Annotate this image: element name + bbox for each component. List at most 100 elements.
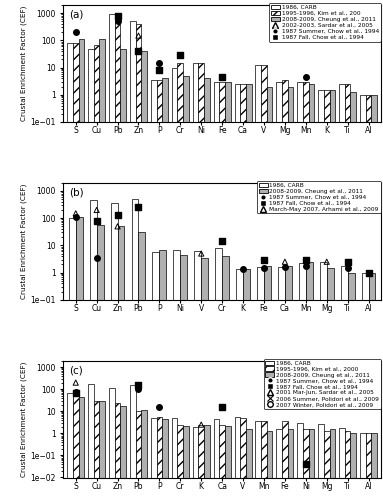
Bar xyxy=(261,422,267,500)
Bar xyxy=(225,426,231,500)
Bar xyxy=(67,394,73,500)
Point xyxy=(303,460,309,468)
Bar xyxy=(136,24,141,500)
Bar xyxy=(297,423,303,500)
Bar xyxy=(318,90,324,500)
Bar xyxy=(339,84,345,500)
Bar xyxy=(183,76,189,500)
Bar xyxy=(157,80,162,500)
Bar xyxy=(306,262,313,500)
Bar xyxy=(88,384,94,500)
Bar xyxy=(277,430,282,500)
Bar xyxy=(368,272,375,500)
Bar xyxy=(285,266,292,500)
Bar xyxy=(136,412,141,500)
Bar xyxy=(309,430,314,500)
Bar xyxy=(94,44,100,500)
Bar xyxy=(329,90,335,500)
Bar xyxy=(225,82,231,500)
Bar xyxy=(236,268,243,500)
Bar xyxy=(177,424,183,500)
Bar xyxy=(318,424,324,500)
Bar xyxy=(115,402,120,500)
Bar xyxy=(172,68,177,500)
Bar xyxy=(157,417,162,500)
Bar xyxy=(345,431,350,500)
Bar xyxy=(130,386,136,500)
Bar xyxy=(222,256,229,500)
Point xyxy=(365,268,372,276)
Bar xyxy=(299,263,306,500)
Text: (a): (a) xyxy=(70,10,84,20)
Bar xyxy=(215,248,222,500)
Point xyxy=(303,73,309,81)
Bar xyxy=(324,90,329,500)
Bar xyxy=(219,424,225,500)
Point xyxy=(136,47,142,55)
Bar xyxy=(109,14,115,500)
Bar xyxy=(267,86,272,500)
Bar xyxy=(194,252,201,500)
Bar xyxy=(69,218,76,500)
Bar xyxy=(255,66,261,500)
Bar xyxy=(350,92,356,500)
Bar xyxy=(255,422,261,500)
Bar xyxy=(240,84,246,500)
Bar xyxy=(88,48,94,500)
Bar xyxy=(162,78,168,500)
Point xyxy=(177,50,183,58)
Bar xyxy=(67,43,73,500)
Bar xyxy=(309,84,314,500)
Bar xyxy=(366,95,372,500)
Bar xyxy=(118,226,124,500)
Bar xyxy=(173,250,180,500)
Point xyxy=(282,263,288,271)
Point xyxy=(73,388,79,396)
Bar xyxy=(372,95,377,500)
Point xyxy=(345,258,351,266)
Bar xyxy=(201,258,208,500)
Bar xyxy=(111,204,118,500)
Bar xyxy=(139,232,146,500)
Point xyxy=(115,222,121,230)
Bar xyxy=(243,270,250,500)
Bar xyxy=(282,422,288,500)
Point xyxy=(73,213,79,221)
Point xyxy=(115,211,121,219)
Point xyxy=(73,390,79,398)
Point xyxy=(73,28,79,36)
Point xyxy=(136,204,142,212)
Point xyxy=(115,12,121,20)
Point xyxy=(136,204,142,212)
Bar xyxy=(193,63,198,500)
Point xyxy=(219,404,225,411)
Point xyxy=(198,250,204,258)
Legend: 1986, CARB, 2008-2009, Cheung et al., 2011, 1987 Summer, Chow et al., 1994, 1987: 1986, CARB, 2008-2009, Cheung et al., 20… xyxy=(257,181,380,214)
Point xyxy=(240,264,246,272)
Bar xyxy=(240,418,246,500)
Point xyxy=(324,258,330,266)
Bar xyxy=(234,417,240,500)
Bar xyxy=(277,82,282,500)
Bar xyxy=(246,84,252,500)
Point xyxy=(136,32,142,40)
Point xyxy=(93,217,100,225)
Point xyxy=(73,378,79,386)
Bar xyxy=(193,426,198,500)
Bar xyxy=(159,250,166,500)
Bar xyxy=(151,418,157,500)
Bar xyxy=(288,430,293,500)
Bar xyxy=(172,418,177,500)
Point xyxy=(198,420,204,428)
Bar xyxy=(151,80,157,500)
Bar xyxy=(109,388,115,500)
Point xyxy=(93,206,100,214)
Y-axis label: Crustal Enrichment Factor (CEF): Crustal Enrichment Factor (CEF) xyxy=(21,362,28,476)
Bar xyxy=(115,18,120,500)
Bar xyxy=(100,40,105,500)
Point xyxy=(261,264,267,272)
Bar xyxy=(366,434,372,500)
Point xyxy=(261,256,267,264)
Bar xyxy=(362,272,368,500)
Legend: 1986, CARB, 1995-1996, Kim et al., 2000, 2008-2009, Cheung et al., 2011, 1987 Su: 1986, CARB, 1995-1996, Kim et al., 2000,… xyxy=(264,359,380,409)
